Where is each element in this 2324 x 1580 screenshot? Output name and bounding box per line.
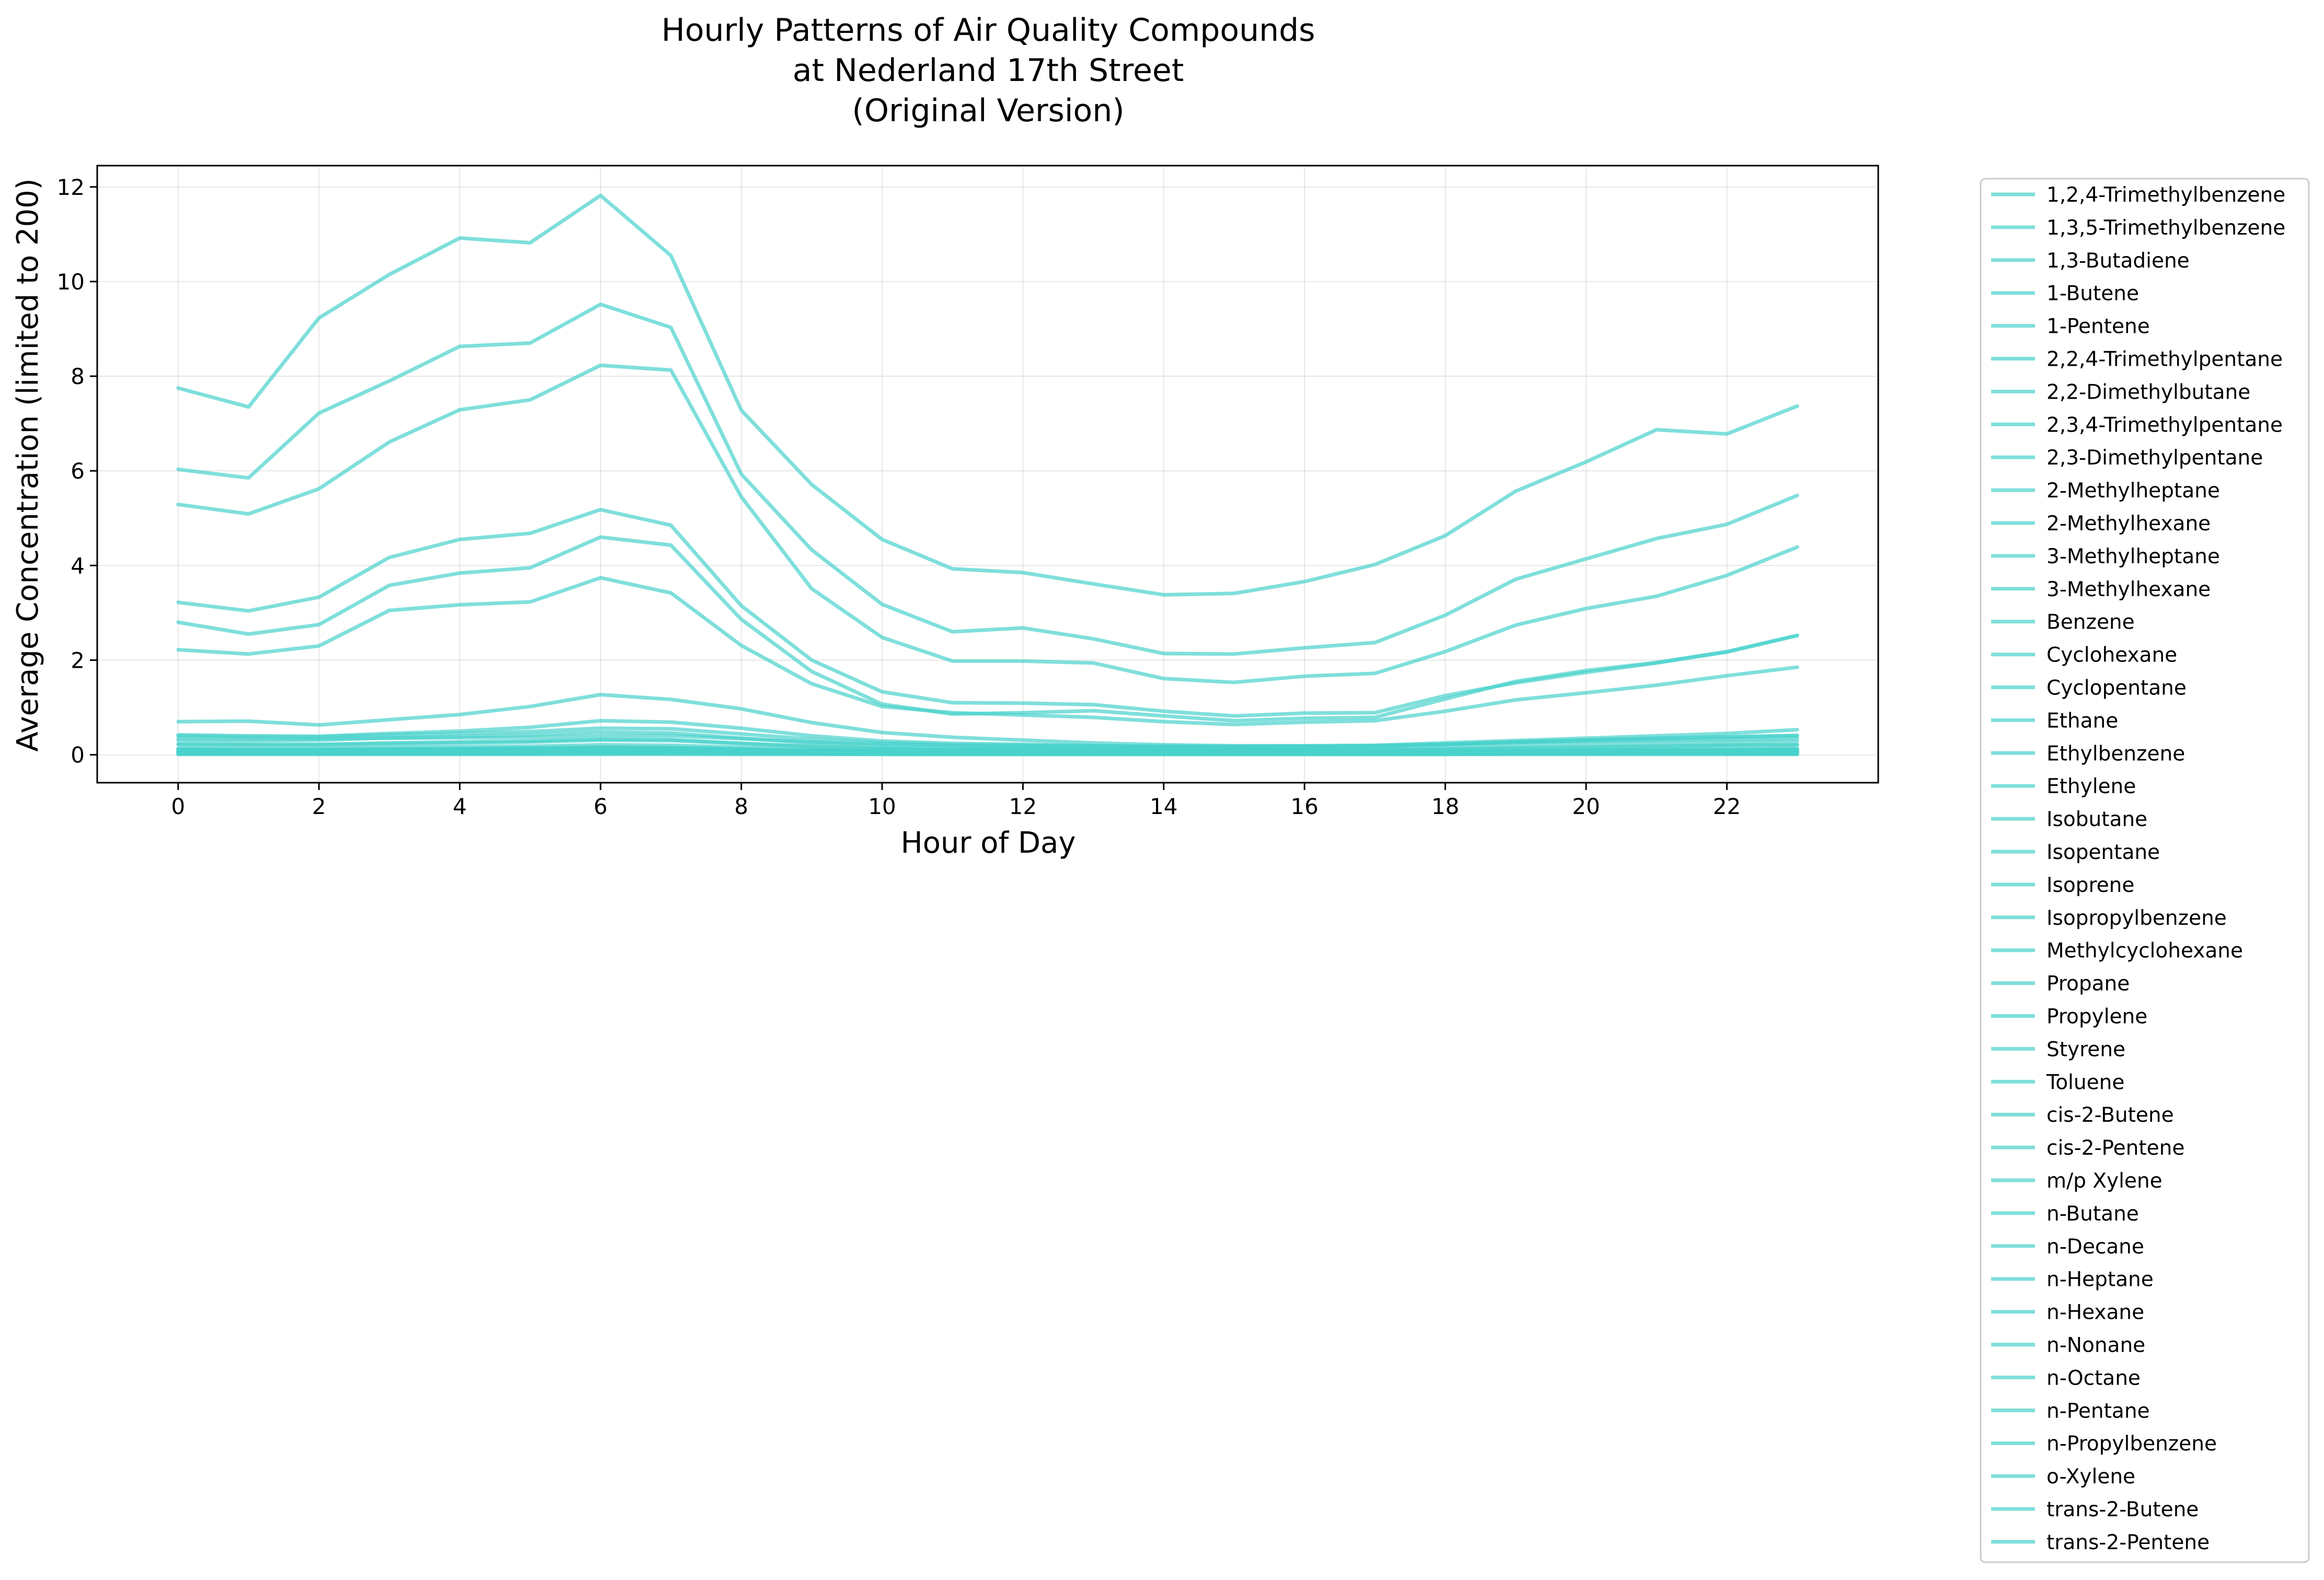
legend-label: Propylene	[2046, 1005, 2147, 1029]
legend-label: Toluene	[2046, 1071, 2124, 1094]
legend-label: n-Butane	[2046, 1202, 2139, 1226]
y-tick-label: 2	[71, 647, 85, 673]
legend-label: 1,3-Butadiene	[2046, 249, 2190, 273]
legend: 1,2,4-Trimethylbenzene 1,3,5-Trimethylben…	[1980, 178, 2310, 1563]
series-line-35	[176, 730, 1799, 750]
x-tick-label: 14	[1150, 794, 1177, 819]
chart-title-line-1: Hourly Patterns of Air Quality Compounds	[661, 12, 1315, 49]
legend-label: Ethylene	[2046, 775, 2136, 798]
legend-label: 2,2,4-Trimethylpentane	[2046, 348, 2283, 371]
legend-label: 2-Methylheptane	[2046, 479, 2220, 503]
legend-label: n-Pentane	[2046, 1399, 2150, 1423]
legend-label: cis-2-Butene	[2046, 1103, 2174, 1127]
legend-label: 2-Methylhexane	[2046, 512, 2211, 536]
legend-label: n-Propylbenzene	[2046, 1432, 2217, 1456]
x-tick-label: 20	[1572, 794, 1600, 819]
plot-frame	[96, 165, 1879, 784]
legend-label: 1-Butene	[2046, 282, 2139, 306]
series-line-38	[176, 507, 1799, 718]
y-tick-label: 4	[71, 553, 85, 578]
x-tick-label: 22	[1713, 794, 1741, 819]
y-axis-label: Average Concentration (limited to 200)	[11, 178, 45, 751]
legend-label: trans-2-Butene	[2046, 1498, 2199, 1521]
y-tick-label: 0	[71, 742, 85, 768]
legend-label: 1,3,5-Trimethylbenzene	[2046, 216, 2285, 240]
series-line-17	[176, 193, 1799, 597]
x-tick-label: 0	[171, 794, 186, 819]
x-tick-label: 16	[1290, 794, 1318, 819]
legend-label: Ethylbenzene	[2046, 742, 2185, 765]
series-line-21	[176, 576, 1799, 727]
chart-title-line-3: (Original Version)	[852, 92, 1124, 129]
x-tick-label: 12	[1009, 794, 1037, 819]
legend-label: trans-2-Pentene	[2046, 1531, 2210, 1554]
legend-label: Propane	[2046, 972, 2130, 996]
legend-label: Cyclopentane	[2046, 677, 2187, 700]
legend-label: Isopentane	[2046, 841, 2160, 864]
legend-label: 3-Methylhexane	[2046, 578, 2211, 601]
x-tick-label: 4	[453, 794, 467, 819]
legend-items: 1,2,4-Trimethylbenzene 1,3,5-Trimethylben…	[1991, 183, 2285, 1554]
y-axis-ticks: 0 2 4 6 8 10 12	[57, 175, 97, 768]
legend-label: 2,3,4-Trimethylpentane	[2046, 413, 2283, 437]
legend-label: 3-Methylheptane	[2046, 545, 2220, 568]
legend-label: Methylcyclohexane	[2046, 939, 2243, 963]
legend-label: Cyclohexane	[2046, 644, 2177, 667]
legend-label: Isoprene	[2046, 874, 2134, 897]
chart-title-line-2: at Nederland 17th Street	[793, 52, 1184, 89]
legend-label: Isobutane	[2046, 808, 2147, 831]
y-tick-label: 10	[57, 269, 85, 295]
legend-label: Ethane	[2046, 709, 2118, 733]
legend-label: n-Nonane	[2046, 1334, 2145, 1357]
x-tick-label: 18	[1431, 794, 1459, 819]
legend-label: 1-Pentene	[2046, 315, 2150, 339]
legend-label: Benzene	[2046, 611, 2135, 634]
series-line-31	[176, 738, 1799, 752]
y-tick-label: 12	[57, 175, 85, 200]
legend-label: cis-2-Pentene	[2046, 1136, 2184, 1160]
legend-label: 1,2,4-Trimethylbenzene	[2046, 183, 2285, 207]
legend-label: 2,3-Dimethylpentane	[2046, 446, 2263, 470]
series-line-42	[176, 750, 1799, 756]
legend-label: n-Heptane	[2046, 1268, 2154, 1292]
x-axis-label: Hour of Day	[900, 826, 1076, 860]
series-line-28	[176, 726, 1799, 748]
y-tick-label: 8	[71, 364, 85, 389]
x-tick-label: 6	[594, 794, 608, 819]
legend-label: m/p Xylene	[2046, 1169, 2163, 1193]
x-tick-label: 8	[734, 794, 748, 819]
x-tick-label: 10	[868, 794, 896, 819]
legend-label: 2,2-Dimethylbutane	[2046, 380, 2250, 404]
legend-label: o-Xylene	[2046, 1465, 2135, 1489]
legend-frame	[1980, 178, 2310, 1563]
series-line-25	[176, 302, 1799, 656]
legend-label: n-Decane	[2046, 1235, 2144, 1259]
y-tick-label: 6	[71, 458, 85, 484]
legend-label: n-Hexane	[2046, 1301, 2144, 1325]
legend-label: n-Octane	[2046, 1366, 2141, 1390]
series-line-32	[176, 363, 1799, 684]
series-lines	[176, 193, 1799, 757]
x-tick-label: 2	[312, 794, 326, 819]
x-axis-ticks: 0 2 4 6 8 10 12 14 16 18 20 22	[171, 783, 1741, 819]
legend-label: Isopropylbenzene	[2046, 907, 2227, 930]
legend-label: Styrene	[2046, 1038, 2125, 1061]
